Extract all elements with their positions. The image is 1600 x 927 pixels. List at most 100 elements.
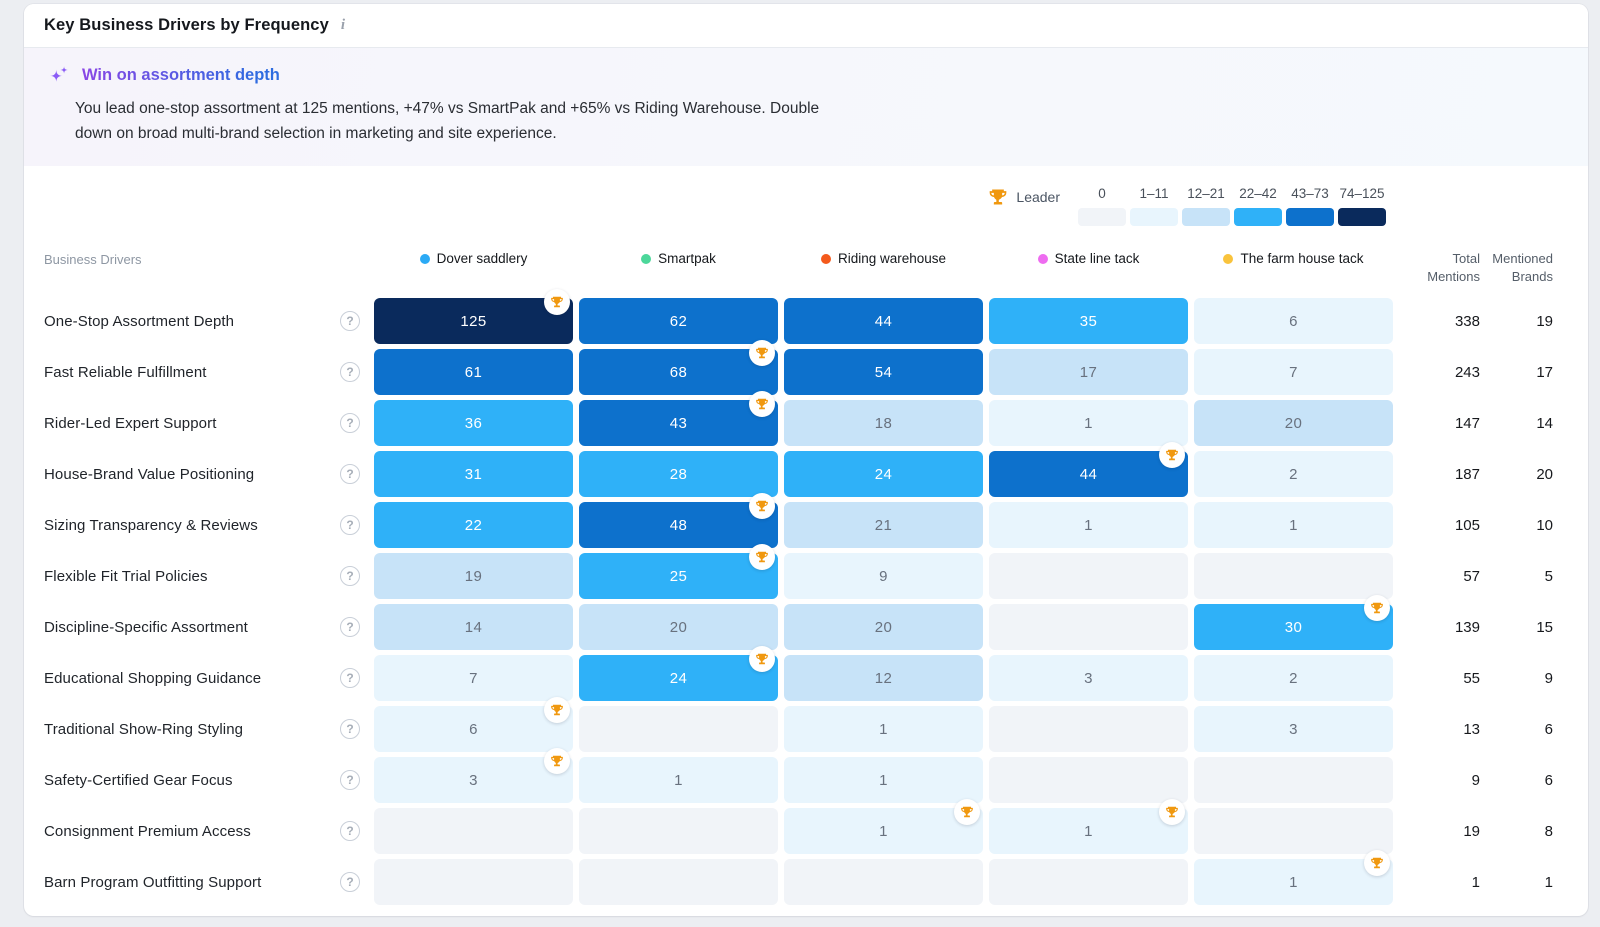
mentioned-brands-value: 19 (1536, 312, 1553, 330)
heatmap-cell[interactable]: 20 (1194, 400, 1393, 446)
heatmap-cell[interactable] (989, 553, 1188, 599)
heatmap-panel: Leader 0 1–11 12–21 22–42 43–73 74–125 Busine… (24, 186, 1588, 905)
heatmap-cell[interactable] (989, 859, 1188, 905)
brand-column-header: Riding warehouse (820, 250, 947, 266)
heatmap-cell[interactable]: 125 (374, 289, 573, 344)
heatmap-cell[interactable] (784, 859, 983, 905)
heatmap-cell[interactable] (1194, 757, 1393, 803)
heatmap-cell[interactable]: 54 (784, 349, 983, 395)
cell-value: 28 (669, 465, 688, 483)
heatmap-cell[interactable]: 1 (784, 706, 983, 752)
heatmap-cell[interactable]: 14 (374, 604, 573, 650)
heatmap-cell[interactable]: 19 (374, 553, 573, 599)
insight-body: You lead one-stop assortment at 125 ment… (75, 100, 820, 142)
heatmap-cell[interactable]: 28 (579, 451, 778, 497)
row-label: Safety-Certified Gear Focus (44, 771, 233, 789)
cell-value: 2 (1289, 465, 1298, 483)
leader-legend: Leader (988, 187, 1060, 207)
heatmap-cell[interactable]: 1 (989, 400, 1188, 446)
heatmap-cell[interactable]: 1 (784, 799, 983, 854)
heatmap-cell[interactable]: 25 (579, 544, 778, 599)
heatmap-cell[interactable]: 1 (989, 502, 1188, 548)
question-icon[interactable]: ? (340, 668, 360, 688)
heatmap-cell[interactable] (374, 808, 573, 854)
brand-name: Riding warehouse (837, 251, 947, 266)
heatmap-cell[interactable]: 68 (579, 340, 778, 395)
total-mentions-value: 1 (1471, 873, 1480, 891)
heatmap-legend: Leader 0 1–11 12–21 22–42 43–73 74–125 (44, 186, 1386, 226)
heatmap-cell[interactable] (1194, 553, 1393, 599)
heatmap-cell[interactable]: 22 (374, 502, 573, 548)
heatmap-cell[interactable] (579, 808, 778, 854)
question-icon[interactable]: ? (340, 872, 360, 892)
heatmap-cell[interactable]: 44 (784, 298, 983, 344)
question-icon[interactable]: ? (340, 464, 360, 484)
cell-value: 1 (1084, 822, 1093, 840)
heatmap-cell[interactable]: 3 (1194, 706, 1393, 752)
heatmap-cell[interactable]: 7 (1194, 349, 1393, 395)
heatmap-cell[interactable]: 17 (989, 349, 1188, 395)
cell-value: 22 (464, 516, 483, 534)
heatmap-cell[interactable]: 18 (784, 400, 983, 446)
heatmap-cell[interactable]: 31 (374, 451, 573, 497)
heatmap-cell[interactable]: 1 (579, 757, 778, 803)
cell-value: 31 (464, 465, 483, 483)
heatmap-cell[interactable]: 3 (989, 655, 1188, 701)
heatmap-cell[interactable]: 30 (1194, 595, 1393, 650)
heatmap-cell[interactable]: 2 (1194, 451, 1393, 497)
heatmap-cell[interactable] (989, 757, 1188, 803)
heatmap-cell[interactable]: 6 (374, 697, 573, 752)
question-icon[interactable]: ? (340, 770, 360, 790)
heatmap-cell[interactable]: 1 (989, 799, 1188, 854)
heatmap-cell[interactable]: 61 (374, 349, 573, 395)
heatmap-cell[interactable] (989, 706, 1188, 752)
heatmap-cell[interactable]: 9 (784, 553, 983, 599)
question-icon[interactable]: ? (340, 821, 360, 841)
cell-value: 1 (879, 822, 888, 840)
heatmap-cell[interactable]: 24 (784, 451, 983, 497)
cell-value: 2 (1289, 669, 1298, 687)
cell-value: 14 (464, 618, 483, 636)
cell-value: 30 (1284, 618, 1303, 636)
heatmap-cell[interactable]: 20 (784, 604, 983, 650)
total-mentions-value: 147 (1454, 414, 1480, 432)
question-icon[interactable]: ? (340, 413, 360, 433)
heatmap-cell[interactable]: 2 (1194, 655, 1393, 701)
heatmap-cell[interactable]: 1 (1194, 850, 1393, 905)
total-mentions-value: 55 (1463, 669, 1480, 687)
heatmap-cell[interactable] (579, 859, 778, 905)
total-mentions-value: 57 (1463, 567, 1480, 585)
question-icon[interactable]: ? (340, 311, 360, 331)
heatmap-cell[interactable]: 1 (784, 757, 983, 803)
question-icon[interactable]: ? (340, 362, 360, 382)
heatmap-cell[interactable] (579, 706, 778, 752)
question-icon[interactable]: ? (340, 617, 360, 637)
heatmap-cell[interactable]: 21 (784, 502, 983, 548)
heatmap-cell[interactable]: 48 (579, 493, 778, 548)
heatmap-cell[interactable]: 6 (1194, 298, 1393, 344)
heatmap-cell[interactable]: 7 (374, 655, 573, 701)
heatmap-cell[interactable]: 62 (579, 298, 778, 344)
cell-value: 1 (879, 720, 888, 738)
heatmap-cell[interactable]: 1 (1194, 502, 1393, 548)
question-icon[interactable]: ? (340, 719, 360, 739)
cell-value: 21 (874, 516, 893, 534)
info-icon[interactable]: i (340, 17, 346, 33)
heatmap-cell[interactable] (1194, 808, 1393, 854)
leader-trophy-badge (749, 391, 775, 417)
heatmap-cell[interactable]: 12 (784, 655, 983, 701)
table-row: Safety-Certified Gear Focus? 3 1 1 9 6 (44, 748, 1558, 803)
heatmap-cell[interactable]: 36 (374, 400, 573, 446)
heatmap-cell[interactable]: 3 (374, 748, 573, 803)
heatmap-cell[interactable]: 24 (579, 646, 778, 701)
heatmap-cell[interactable]: 44 (989, 442, 1188, 497)
question-icon[interactable]: ? (340, 515, 360, 535)
heatmap-cell[interactable]: 20 (579, 604, 778, 650)
heatmap-cell[interactable]: 43 (579, 391, 778, 446)
table-row: Consignment Premium Access? 1 1 19 8 (44, 799, 1558, 854)
heatmap-cell[interactable] (374, 859, 573, 905)
legend-bin-label: 22–42 (1239, 186, 1277, 201)
question-icon[interactable]: ? (340, 566, 360, 586)
heatmap-cell[interactable]: 35 (989, 298, 1188, 344)
heatmap-cell[interactable] (989, 604, 1188, 650)
